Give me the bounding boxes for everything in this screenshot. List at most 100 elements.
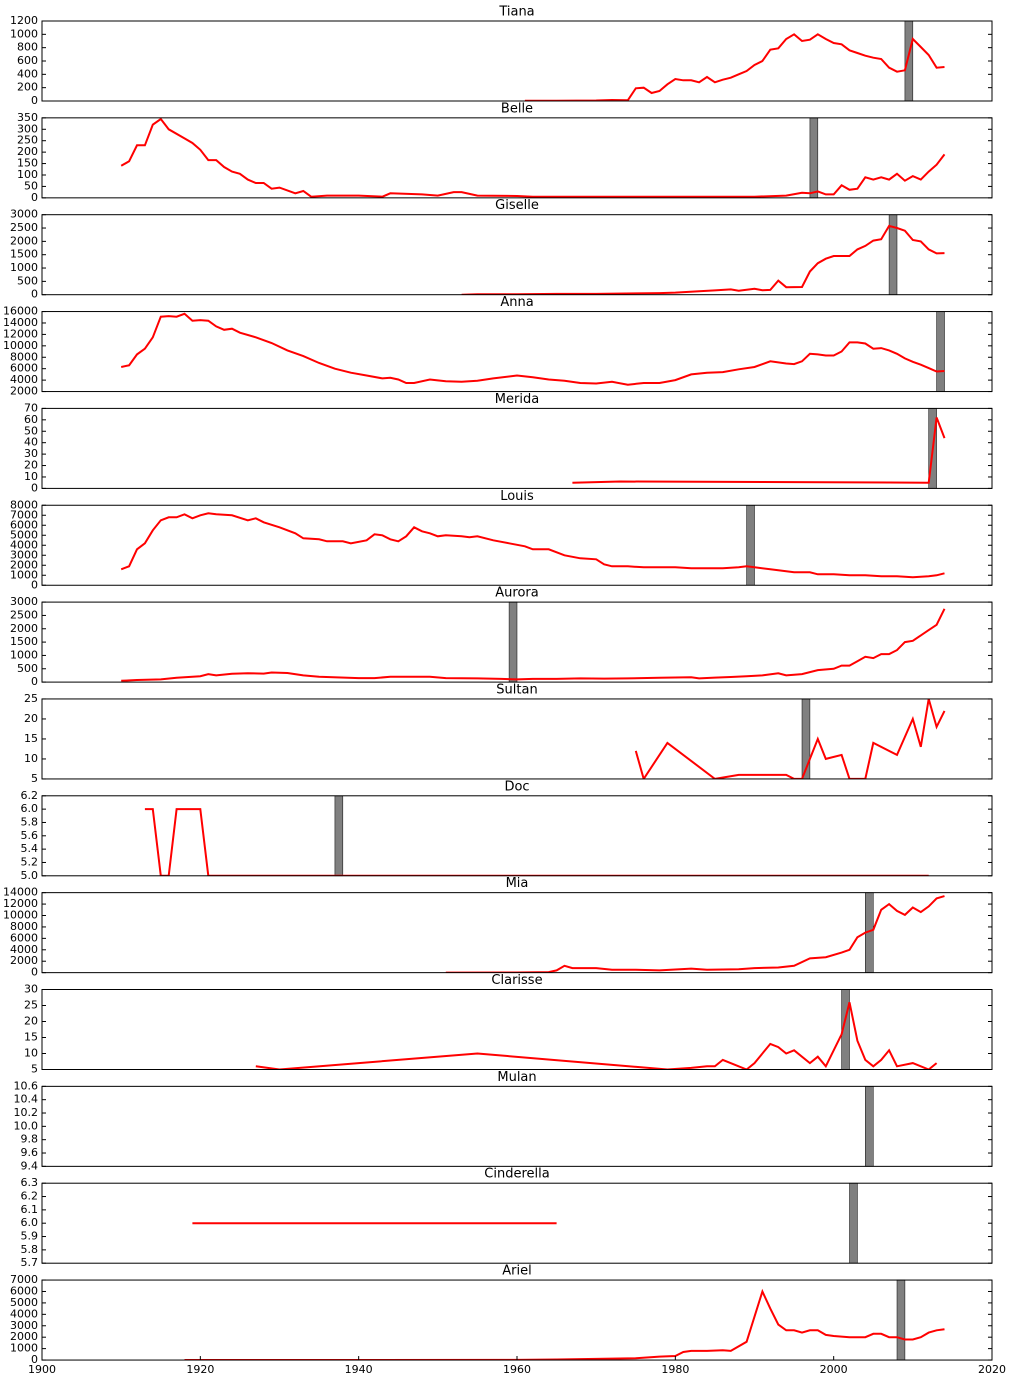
y-tick-label: 350	[17, 111, 38, 124]
y-tick-label: 5000	[10, 1296, 38, 1309]
y-tick-label: 5.4	[21, 842, 39, 855]
y-tick-label: 800	[17, 41, 38, 54]
y-tick-label: 3000	[10, 1319, 38, 1332]
axes-frame	[41, 117, 993, 199]
y-tick-label: 9.8	[21, 1133, 39, 1146]
line	[120, 512, 945, 579]
subplot-title: Cinderella	[484, 1167, 549, 1182]
y-tick-label: 25	[24, 692, 38, 705]
x-tick-label: 2020	[978, 1363, 1006, 1376]
y-tick-label: 12000	[3, 897, 38, 910]
axes-frame	[41, 698, 993, 780]
y-tick-label: 10.2	[14, 1106, 39, 1119]
y-tick-label: 2000	[10, 622, 38, 635]
y-tick-label: 3000	[10, 208, 38, 221]
y-tick-label: 0	[31, 675, 38, 688]
y-tick-label: 0	[31, 578, 38, 591]
y-tick-label: 10	[24, 470, 38, 483]
y-tick-label: 1200	[10, 14, 38, 27]
y-tick-label: 25	[24, 999, 38, 1012]
y-tick-label: 2500	[10, 221, 38, 234]
y-tick-label: 5.2	[21, 855, 39, 868]
y-tick-label: 500	[17, 662, 38, 675]
y-tick-label: 20	[24, 459, 38, 472]
axes-frame	[41, 1085, 993, 1167]
y-tick-label: 2000	[10, 1330, 38, 1343]
x-tick-label: 1960	[503, 1363, 531, 1376]
y-tick-label: 400	[17, 67, 38, 80]
highlight-bar	[936, 311, 945, 392]
subplot-title: Ariel	[502, 1264, 531, 1279]
line	[120, 117, 946, 198]
y-tick-label: 0	[31, 191, 38, 204]
y-tick-label: 9.4	[21, 1159, 39, 1172]
y-tick-label: 8000	[10, 350, 38, 363]
y-tick-label: 5.8	[21, 815, 39, 828]
line	[634, 698, 946, 779]
y-tick-label: 2500	[10, 608, 38, 621]
y-tick-label: 0	[31, 288, 38, 301]
highlight-bar	[865, 1086, 874, 1167]
y-tick-label: 14000	[3, 886, 38, 899]
y-tick-label: 6.3	[21, 1176, 39, 1189]
y-tick-label: 16000	[3, 305, 38, 318]
y-tick-label: 6.1	[21, 1203, 39, 1216]
y-tick-label: 50	[24, 424, 38, 437]
axes-frame	[41, 989, 993, 1070]
highlight-bar	[849, 1182, 858, 1264]
y-tick-label: 6.2	[21, 1190, 39, 1203]
y-tick-label: 5.6	[21, 829, 39, 842]
y-tick-label: 5.7	[21, 1256, 39, 1269]
y-tick-label: 200	[17, 145, 38, 158]
subplot-title: Merida	[495, 392, 539, 407]
y-tick-label: 1000	[10, 27, 38, 40]
y-tick-label: 5000	[10, 528, 38, 541]
y-tick-label: 250	[17, 134, 38, 147]
y-tick-label: 3000	[10, 595, 38, 608]
y-tick-label: 1500	[10, 635, 38, 648]
y-tick-label: 500	[17, 274, 38, 287]
y-tick-label: 10	[24, 1047, 38, 1060]
highlight-bar	[904, 20, 914, 102]
x-tick-label: 1920	[186, 1363, 214, 1376]
line	[445, 895, 945, 973]
y-tick-label: 60	[24, 413, 38, 426]
y-tick-label: 12000	[3, 327, 38, 340]
subplot-title: Mia	[506, 876, 529, 891]
y-tick-label: 10.0	[14, 1119, 39, 1132]
y-tick-label: 1000	[10, 1342, 38, 1355]
line	[121, 608, 946, 682]
x-tick-label: 1940	[345, 1363, 373, 1376]
y-tick-label: 15	[24, 1031, 38, 1044]
y-tick-label: 10000	[3, 909, 38, 922]
y-tick-label: 0	[31, 481, 38, 494]
line	[255, 1002, 938, 1070]
y-tick-label: 6.0	[21, 802, 39, 815]
line	[184, 1288, 945, 1361]
y-tick-label: 70	[24, 401, 38, 414]
y-tick-label: 10000	[3, 339, 38, 352]
line	[572, 417, 946, 484]
axes-frame	[41, 311, 993, 393]
subplot-title: Aurora	[495, 586, 538, 601]
y-tick-label: 1000	[10, 568, 38, 581]
y-tick-label: 200	[17, 81, 38, 94]
y-tick-label: 6000	[10, 931, 38, 944]
y-tick-label: 6000	[10, 1284, 38, 1297]
x-tick-label: 1980	[661, 1363, 689, 1376]
y-tick-label: 0	[31, 94, 38, 107]
y-tick-label: 5.0	[21, 869, 39, 882]
y-tick-label: 6.2	[21, 789, 39, 802]
y-tick-label: 4000	[10, 1307, 38, 1320]
highlight-bar	[508, 601, 518, 683]
subplot-title: Tiana	[498, 5, 534, 20]
y-tick-label: 6.0	[21, 1216, 39, 1229]
highlight-bar	[809, 117, 819, 199]
y-tick-label: 2000	[10, 234, 38, 247]
y-tick-label: 300	[17, 122, 38, 135]
y-tick-label: 3000	[10, 548, 38, 561]
y-tick-label: 2000	[10, 954, 38, 967]
y-tick-label: 0	[31, 1353, 38, 1366]
y-tick-label: 10.4	[14, 1093, 39, 1106]
